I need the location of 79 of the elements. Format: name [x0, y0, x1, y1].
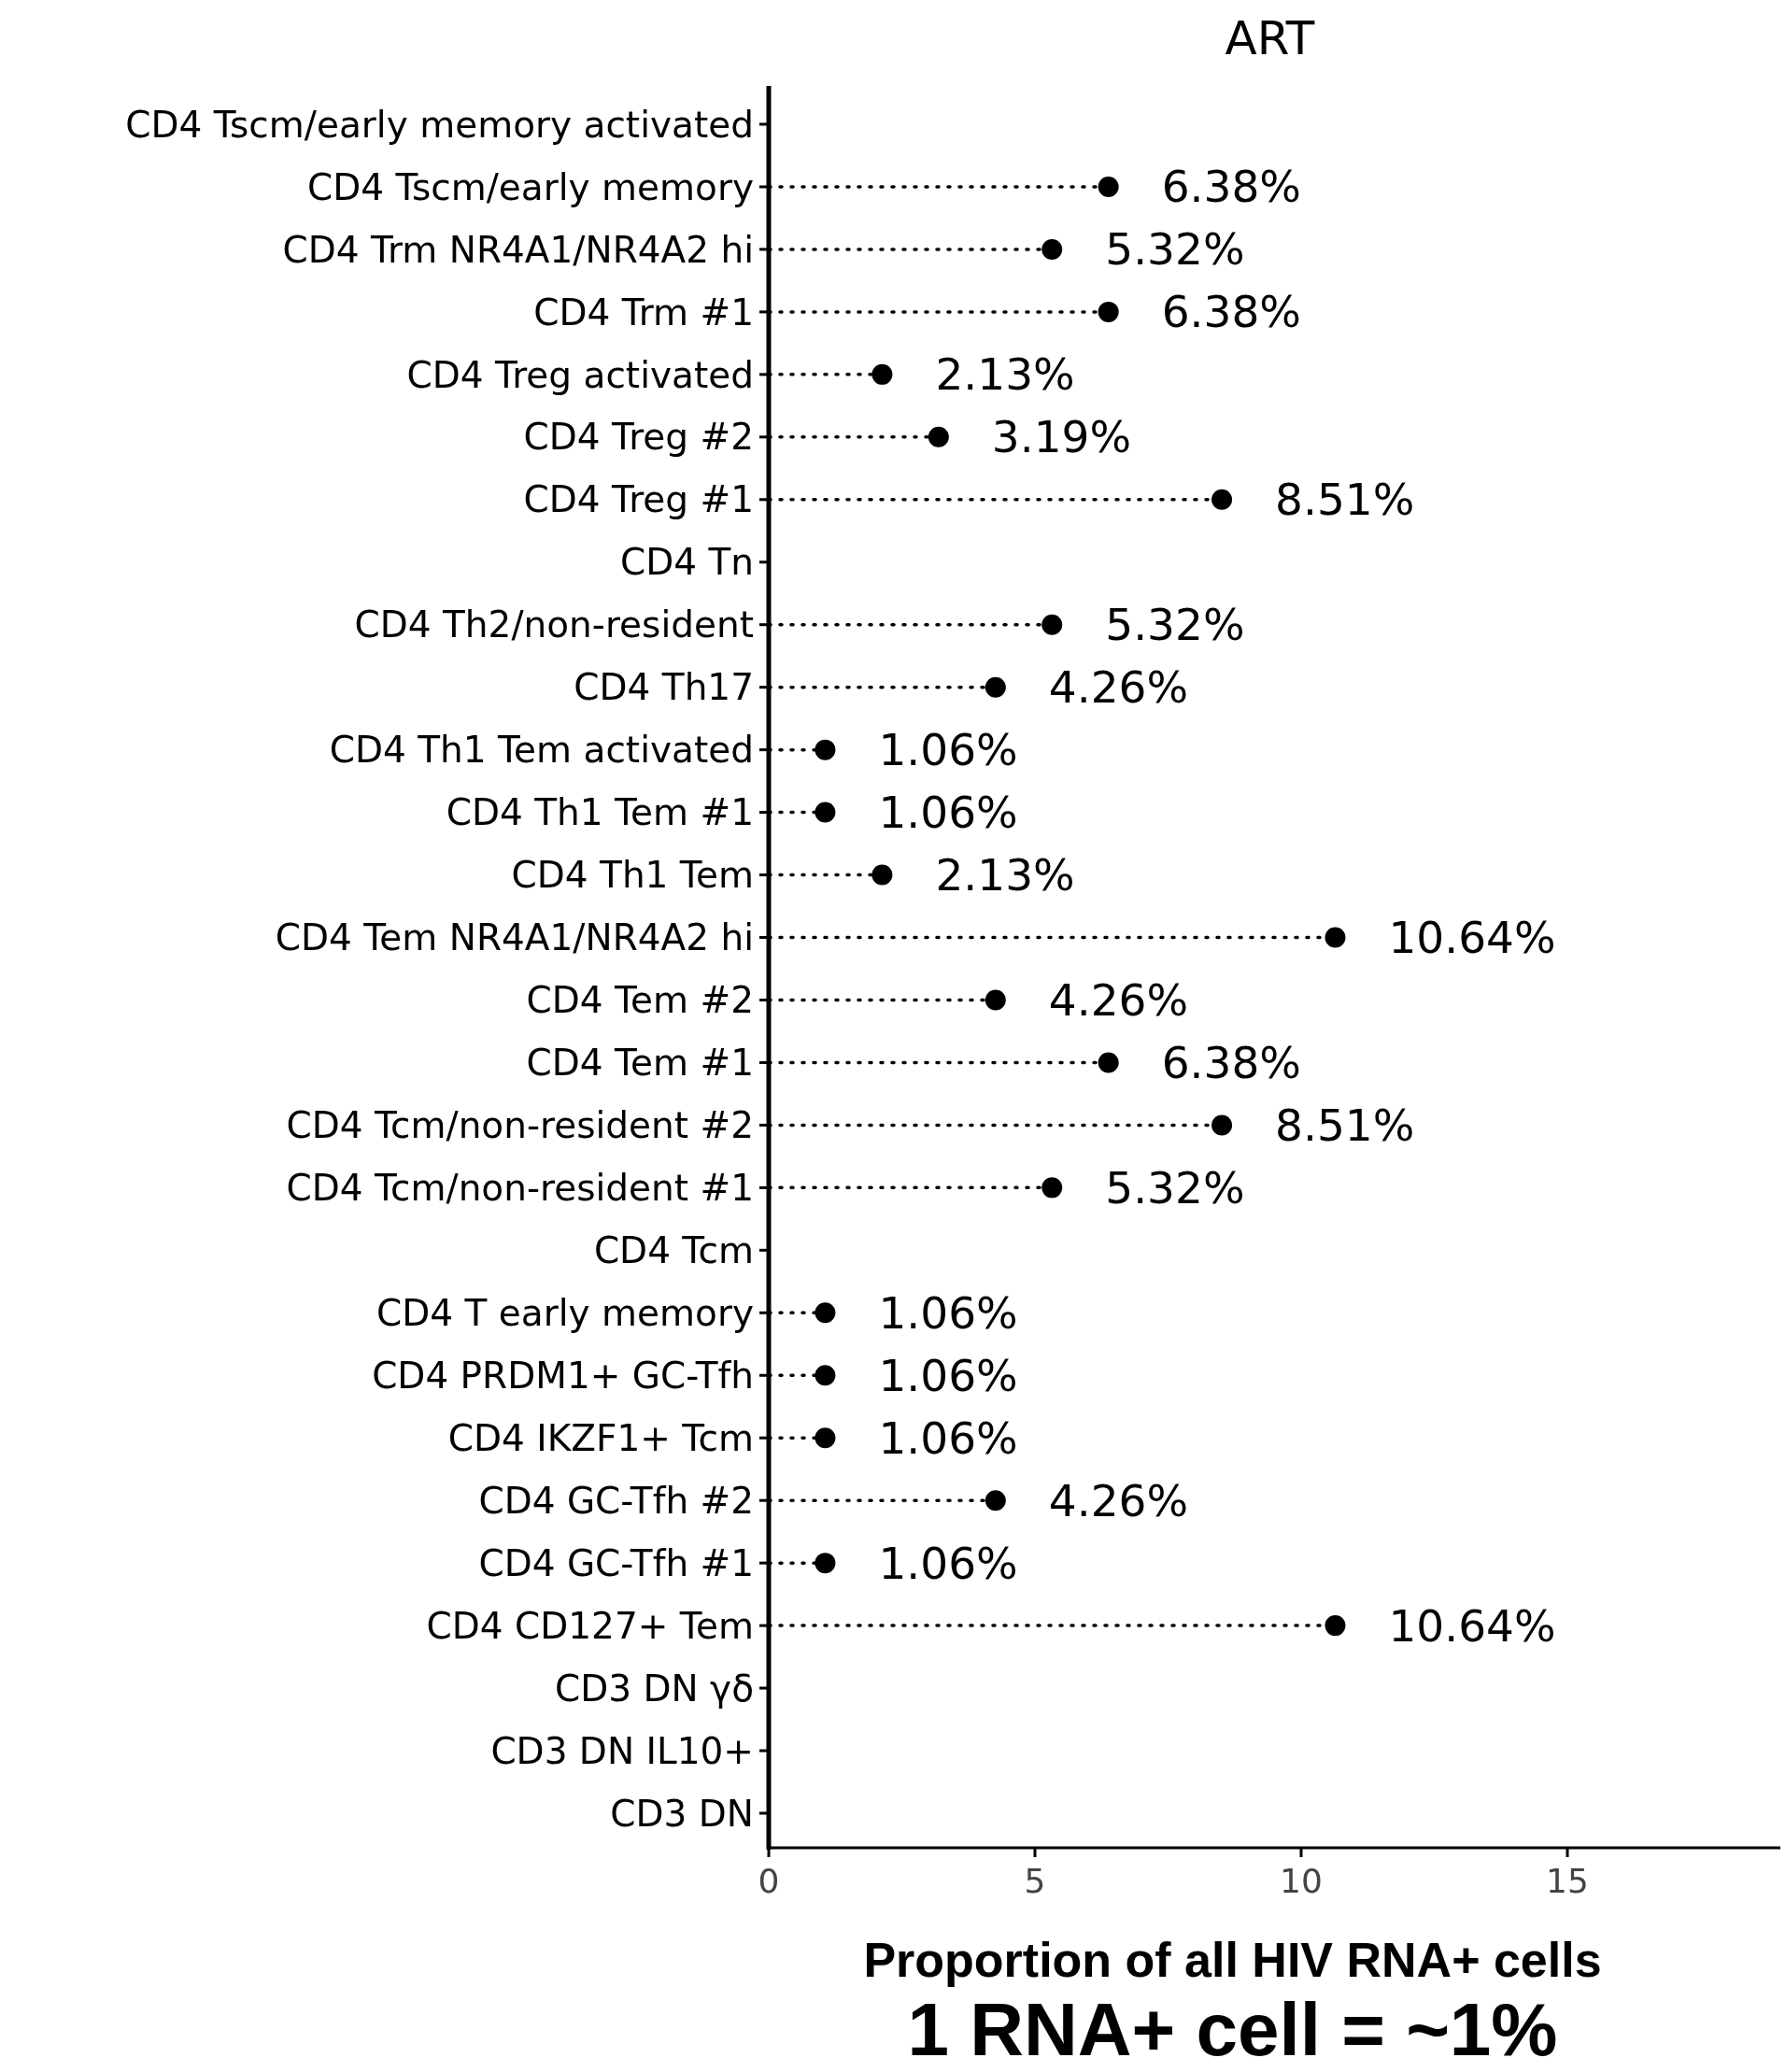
y-tick-label: CD4 Treg activated — [406, 353, 754, 396]
y-tick-label: CD4 IKZF1+ Tcm — [447, 1416, 754, 1459]
point — [815, 1553, 836, 1574]
point — [1211, 489, 1233, 510]
data-label: 5.32% — [1105, 1161, 1245, 1213]
y-tick-label: CD4 Th17 — [574, 666, 754, 709]
y-tick-label: CD4 Th2/non-resident — [354, 603, 754, 646]
point — [815, 802, 836, 823]
x-tick-label: 15 — [1546, 1862, 1589, 1900]
point — [1325, 927, 1346, 948]
point — [985, 676, 1006, 698]
data-label: 4.26% — [1048, 973, 1189, 1026]
y-tick-label: CD4 Trm #1 — [533, 291, 754, 334]
y-tick-label: CD4 Tscm/early memory activated — [125, 103, 754, 146]
x-tick-label: 5 — [1024, 1862, 1046, 1900]
data-label: 5.32% — [1105, 223, 1245, 276]
data-label: 4.26% — [1048, 1474, 1189, 1526]
point — [1041, 614, 1063, 635]
point — [928, 426, 949, 447]
point — [985, 989, 1006, 1011]
data-label: 10.64% — [1388, 911, 1556, 963]
y-tick-label: CD4 Tscm/early memory — [307, 165, 754, 208]
point — [815, 1365, 836, 1386]
y-tick-label: CD4 GC-Tfh #2 — [478, 1479, 754, 1522]
y-tick-label: CD4 Treg #2 — [523, 416, 754, 459]
data-label: 2.13% — [935, 348, 1075, 401]
y-tick-label: CD4 Tem #2 — [526, 979, 754, 1022]
y-tick-label: CD4 Th1 Tem #1 — [446, 791, 754, 834]
y-tick-label: CD4 CD127+ Tem — [426, 1604, 754, 1647]
y-tick-label: CD4 T early memory — [376, 1291, 754, 1334]
point — [1098, 176, 1119, 197]
y-tick-label: CD4 Tem NR4A1/NR4A2 hi — [275, 916, 754, 959]
point — [1098, 1052, 1119, 1073]
y-tick-label: CD4 PRDM1+ GC-Tfh — [372, 1354, 754, 1397]
y-tick-label: CD4 Th1 Tem activated — [329, 729, 754, 772]
data-label: 1.06% — [878, 724, 1018, 776]
y-tick-label: CD4 Tn — [619, 541, 754, 584]
point — [1325, 1615, 1346, 1637]
data-label: 6.38% — [1161, 286, 1301, 338]
data-label: 8.51% — [1275, 1099, 1415, 1151]
y-tick-label: CD4 Tcm/non-resident #2 — [286, 1104, 754, 1147]
y-tick-label: CD4 Th1 Tem — [511, 854, 754, 897]
chart-title: ART — [1225, 11, 1315, 65]
data-label: 6.38% — [1161, 1036, 1301, 1088]
y-tick-label: CD3 DN IL10+ — [490, 1729, 754, 1772]
point — [1041, 1177, 1063, 1199]
point — [871, 363, 893, 385]
data-label: 6.38% — [1161, 161, 1301, 213]
data-label: 1.06% — [878, 787, 1018, 839]
data-label: 5.32% — [1105, 599, 1245, 651]
y-tick-label: CD4 Treg #1 — [523, 478, 754, 521]
y-tick-label: CD4 GC-Tfh #1 — [478, 1541, 754, 1584]
point — [1211, 1114, 1233, 1136]
data-label: 1.06% — [878, 1286, 1018, 1339]
y-tick-label: CD4 Tem #1 — [526, 1042, 754, 1085]
y-tick-label: CD4 Tcm/non-resident #1 — [286, 1167, 754, 1210]
point — [871, 864, 893, 886]
point — [985, 1490, 1006, 1511]
data-label: 10.64% — [1388, 1599, 1556, 1652]
data-label: 4.26% — [1048, 661, 1189, 714]
x-tick-label: 0 — [758, 1862, 780, 1900]
point — [815, 1427, 836, 1449]
y-tick-label: CD4 Tcm — [593, 1228, 754, 1271]
data-label: 1.06% — [878, 1412, 1018, 1464]
data-label: 1.06% — [878, 1349, 1018, 1401]
point — [1041, 238, 1063, 260]
data-label: 3.19% — [991, 411, 1132, 463]
y-tick-label: CD3 DN — [610, 1792, 754, 1835]
y-tick-label: CD3 DN γδ — [554, 1667, 754, 1710]
data-label: 8.51% — [1275, 474, 1415, 526]
text: 1 RNA+ cell = ~1% — [907, 1988, 1558, 2071]
data-label: 1.06% — [878, 1537, 1018, 1589]
x-tick-label: 10 — [1280, 1862, 1323, 1900]
x-axis-title: Proportion of all HIV RNA+ cells — [863, 1933, 1602, 1987]
point — [1098, 301, 1119, 322]
y-tick-label: CD4 Trm NR4A1/NR4A2 hi — [282, 228, 754, 271]
point — [815, 1302, 836, 1324]
data-label: 2.13% — [935, 849, 1075, 901]
point — [815, 739, 836, 760]
